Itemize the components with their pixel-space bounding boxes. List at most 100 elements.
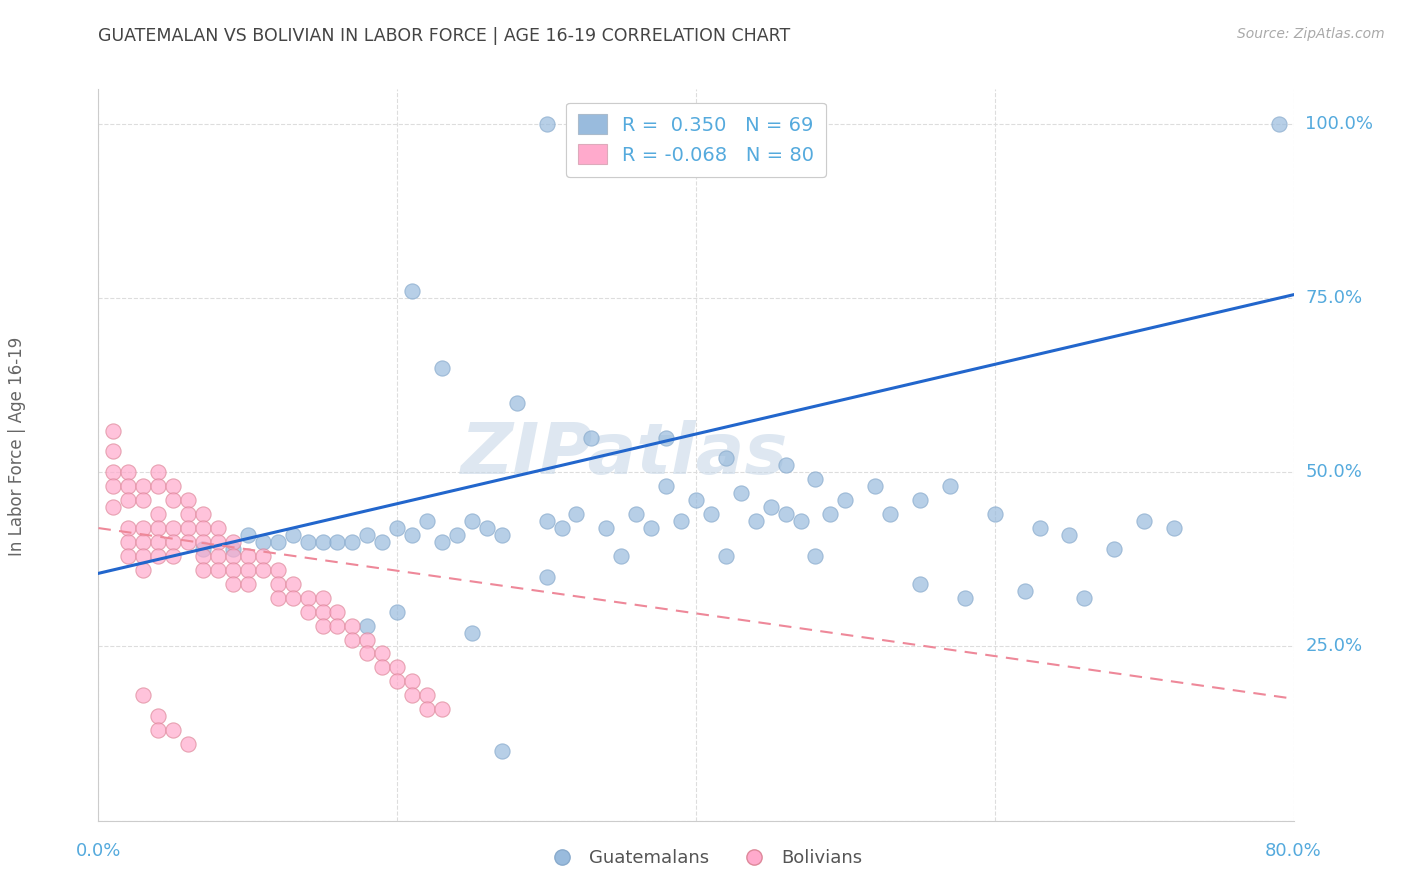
Point bbox=[148, 479, 170, 493]
Point bbox=[132, 479, 155, 493]
Point bbox=[222, 549, 245, 563]
Point bbox=[385, 674, 409, 689]
Point bbox=[281, 576, 304, 591]
Point bbox=[117, 535, 139, 549]
Point bbox=[416, 514, 439, 528]
Point bbox=[1133, 514, 1156, 528]
Point bbox=[252, 563, 274, 577]
Point bbox=[207, 563, 229, 577]
Point bbox=[236, 576, 259, 591]
Point bbox=[162, 493, 184, 508]
Point bbox=[536, 514, 558, 528]
Point bbox=[430, 360, 453, 375]
Point bbox=[356, 632, 378, 647]
Point bbox=[311, 605, 333, 619]
Point bbox=[326, 605, 349, 619]
Point bbox=[222, 576, 245, 591]
Point bbox=[342, 535, 364, 549]
Point bbox=[297, 591, 319, 605]
Point bbox=[401, 688, 423, 702]
Point bbox=[177, 521, 200, 535]
Point bbox=[536, 117, 558, 131]
Point bbox=[281, 591, 304, 605]
Point bbox=[595, 521, 617, 535]
Point bbox=[342, 632, 364, 647]
Point bbox=[148, 521, 170, 535]
Text: Source: ZipAtlas.com: Source: ZipAtlas.com bbox=[1237, 27, 1385, 41]
Point bbox=[148, 507, 170, 521]
Point bbox=[834, 493, 856, 508]
Point bbox=[267, 535, 290, 549]
Point bbox=[132, 563, 155, 577]
Point bbox=[730, 486, 752, 500]
Point bbox=[745, 514, 768, 528]
Point bbox=[610, 549, 633, 563]
Point bbox=[117, 521, 139, 535]
Point bbox=[356, 618, 378, 632]
Point bbox=[700, 507, 723, 521]
Point bbox=[252, 535, 274, 549]
Point bbox=[401, 674, 423, 689]
Point bbox=[311, 535, 333, 549]
Point bbox=[311, 618, 333, 632]
Point bbox=[297, 605, 319, 619]
Point bbox=[311, 591, 333, 605]
Point bbox=[804, 549, 827, 563]
Point bbox=[416, 688, 439, 702]
Point bbox=[191, 521, 214, 535]
Text: 80.0%: 80.0% bbox=[1265, 841, 1322, 860]
Point bbox=[550, 521, 572, 535]
Point bbox=[371, 647, 394, 661]
Text: GUATEMALAN VS BOLIVIAN IN LABOR FORCE | AGE 16-19 CORRELATION CHART: GUATEMALAN VS BOLIVIAN IN LABOR FORCE | … bbox=[98, 27, 790, 45]
Text: 0.0%: 0.0% bbox=[76, 841, 121, 860]
Point bbox=[148, 709, 170, 723]
Point bbox=[1267, 117, 1289, 131]
Point bbox=[491, 528, 513, 542]
Point bbox=[326, 618, 349, 632]
Point bbox=[685, 493, 707, 508]
Point bbox=[356, 528, 378, 542]
Point bbox=[401, 528, 423, 542]
Point bbox=[177, 535, 200, 549]
Text: ZIPatlas: ZIPatlas bbox=[461, 420, 787, 490]
Point bbox=[103, 424, 125, 438]
Point bbox=[820, 507, 842, 521]
Point bbox=[236, 563, 259, 577]
Point bbox=[1163, 521, 1185, 535]
Point bbox=[103, 479, 125, 493]
Point bbox=[461, 625, 484, 640]
Point bbox=[789, 514, 811, 528]
Point bbox=[162, 535, 184, 549]
Point bbox=[207, 535, 229, 549]
Point bbox=[865, 479, 887, 493]
Text: 25.0%: 25.0% bbox=[1306, 638, 1362, 656]
Point bbox=[385, 605, 409, 619]
Point bbox=[1014, 583, 1036, 598]
Point bbox=[775, 507, 797, 521]
Point bbox=[491, 744, 513, 758]
Point bbox=[581, 430, 603, 444]
Point bbox=[103, 500, 125, 515]
Point bbox=[191, 507, 214, 521]
Point bbox=[342, 618, 364, 632]
Point bbox=[624, 507, 647, 521]
Point bbox=[148, 466, 170, 480]
Point bbox=[1028, 521, 1050, 535]
Point bbox=[401, 284, 423, 298]
Point bbox=[103, 466, 125, 480]
Point bbox=[356, 647, 378, 661]
Point bbox=[879, 507, 901, 521]
Point bbox=[117, 479, 139, 493]
Point bbox=[162, 549, 184, 563]
Point bbox=[655, 479, 678, 493]
Point bbox=[430, 702, 453, 716]
Point bbox=[416, 702, 439, 716]
Point bbox=[371, 535, 394, 549]
Point bbox=[162, 723, 184, 737]
Point bbox=[804, 472, 827, 486]
Point bbox=[148, 535, 170, 549]
Point bbox=[162, 479, 184, 493]
Point bbox=[281, 528, 304, 542]
Point bbox=[148, 549, 170, 563]
Point bbox=[117, 493, 139, 508]
